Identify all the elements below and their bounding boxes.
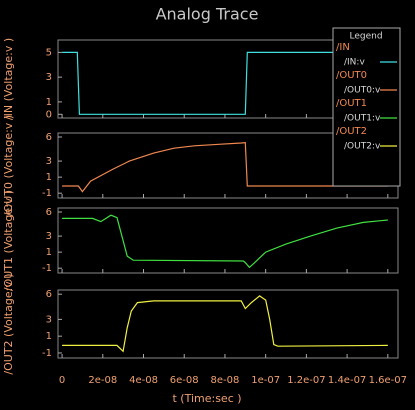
legend-group: /IN [336,42,350,53]
y-tick-label: 5 [46,47,52,58]
legend-box [332,27,401,187]
trace-line [62,295,388,353]
y-tick-label: 0 [46,109,52,120]
y-axis-label: /OUT2 (Voltage:v ) [2,273,15,374]
y-tick-label: 1 [46,97,52,108]
x-tick-label: 1.6e-07 [369,375,407,386]
legend-entry: /IN:v [344,58,365,68]
y-tick-label: 3 [46,231,52,242]
x-axis-label: t (Time:sec ) [172,392,241,405]
plot-frame [57,289,399,359]
x-tick-label: 1e-07 [251,375,280,386]
y-tick-label: -1 [42,263,52,274]
x-tick-label: 1.4e-07 [328,375,366,386]
y-tick-label: 6 [46,289,52,300]
legend-entry: /OUT1:v [344,114,381,124]
y-tick-label: -1 [42,348,52,359]
legend-title: Legend [349,32,382,42]
y-tick-label: -1 [42,188,52,199]
trace-line [62,214,388,269]
x-tick-label: 0 [59,375,65,386]
y-tick-label: 6 [46,132,52,143]
y-axis-label: /OUT1 (Voltage:v ) [2,190,15,291]
chart-title: Analog Trace [156,5,259,24]
y-axis-label: /IN (Voltage:v ) [2,38,15,120]
trace-line [62,141,388,193]
y-tick-label: 3 [46,156,52,167]
legend-entry: /OUT2:v [344,142,381,152]
plot-frame [57,207,399,274]
legend-entry: /OUT0:v [344,86,381,96]
x-tick-label: 6e-08 [170,375,199,386]
y-tick-label: 6 [46,207,52,218]
y-tick-label: 1 [46,172,52,183]
legend-group: /OUT2 [336,126,367,137]
y-axis-label: /OUT0 (Voltage:v ) [2,115,15,216]
legend: Legend/IN/IN:v/OUT0/OUT0:v/OUT1/OUT1:v/O… [332,27,401,187]
x-tick-label: 2e-08 [88,375,117,386]
x-tick-label: 8e-08 [211,375,240,386]
x-tick-label: 1.2e-07 [287,375,325,386]
trace-line [62,51,388,115]
legend-group: /OUT0 [336,70,367,81]
x-tick-label: 4e-08 [129,375,158,386]
y-tick-label: 1 [46,331,52,342]
y-tick-label: 3 [46,72,52,83]
y-tick-label: 1 [46,247,52,258]
y-tick-label: 3 [46,314,52,325]
legend-group: /OUT1 [336,98,367,109]
